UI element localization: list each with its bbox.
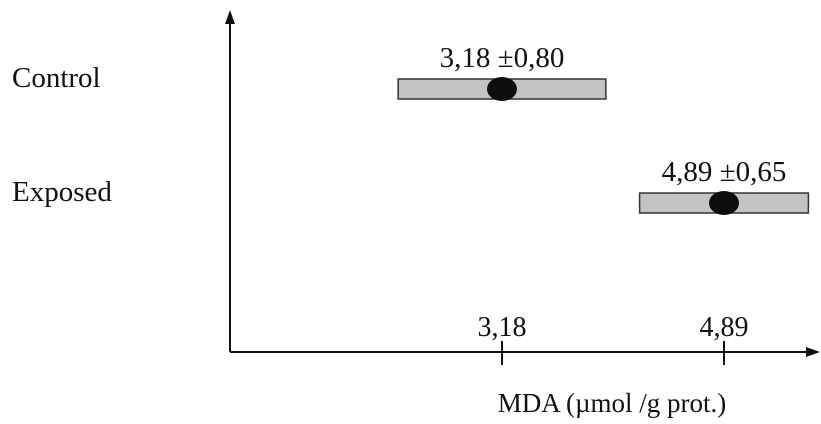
- data-marks: 3,18 ±0,80 4,89 ±0,65: [397, 42, 810, 215]
- mean-point-control: [487, 77, 517, 101]
- x-axis-arrowhead: [806, 347, 820, 357]
- category-label-control: Control: [12, 62, 101, 94]
- data-label-control: 3,18 ±0,80: [440, 42, 565, 74]
- x-axis-label: MDA (µmol /g prot.): [498, 388, 727, 418]
- category-label-exposed: Exposed: [12, 176, 112, 208]
- mean-point-exposed: [709, 191, 739, 215]
- y-axis: [225, 10, 235, 352]
- category-labels: Control Exposed: [12, 62, 112, 208]
- x-ticks: 3,18 4,89: [478, 312, 749, 365]
- data-label-exposed: 4,89 ±0,65: [662, 156, 787, 188]
- x-tick-label-2: 4,89: [700, 312, 749, 343]
- y-axis-arrowhead: [225, 10, 235, 24]
- x-tick-label-1: 3,18: [478, 312, 527, 343]
- x-axis: [230, 347, 820, 357]
